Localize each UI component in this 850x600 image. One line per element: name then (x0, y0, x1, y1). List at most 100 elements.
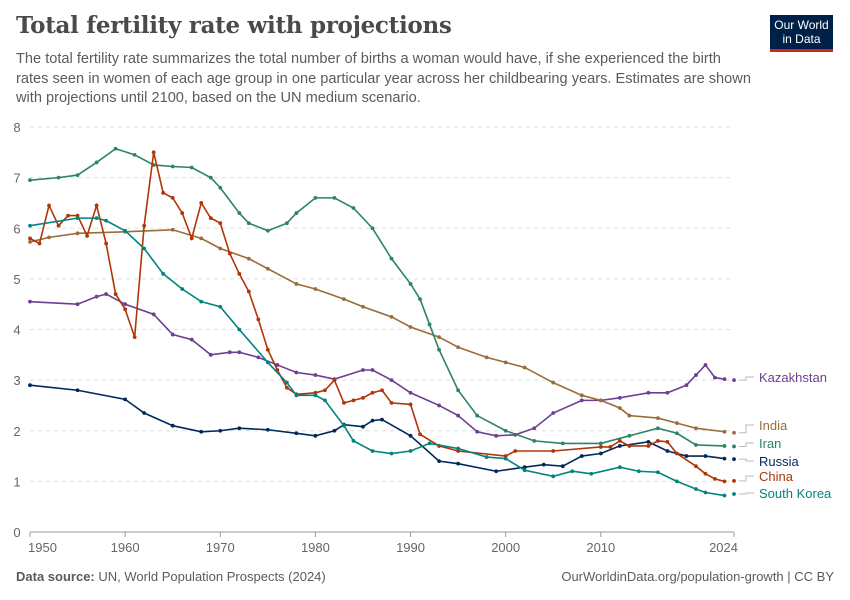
data-point-kazakhstan (732, 378, 736, 383)
data-point-russia (579, 454, 584, 458)
data-point-iran (246, 221, 251, 226)
data-point-china (608, 445, 613, 449)
data-point-china (351, 398, 356, 403)
data-point-kazakhstan (189, 337, 194, 342)
data-point-china (408, 402, 413, 407)
data-point-russia (313, 433, 318, 438)
data-point-iran (218, 185, 223, 190)
source-text[interactable]: UN, World Population Prospects (2024) (98, 569, 326, 584)
data-point-china (208, 216, 213, 221)
data-point-china (199, 201, 204, 205)
data-point-iran (351, 206, 356, 210)
data-point-china (627, 444, 632, 448)
data-point-iran (265, 228, 270, 233)
data-point-india (199, 236, 204, 241)
data-point-iran (722, 444, 727, 448)
data-point-kazakhstan (313, 373, 318, 377)
data-point-south-korea (570, 469, 575, 474)
data-point-china (646, 444, 651, 448)
data-point-russia (560, 464, 565, 469)
data-point-india (218, 246, 223, 251)
series-line-kazakhstan (29, 293, 725, 437)
data-point-china (37, 241, 42, 246)
label-leader-india (739, 424, 754, 434)
series-label-south-korea: South Korea (759, 486, 832, 501)
data-point-russia (380, 417, 384, 422)
data-point-china (132, 335, 137, 339)
data-point-kazakhstan (208, 352, 213, 357)
data-point-iran (170, 164, 175, 169)
data-point-india (675, 421, 679, 426)
data-point-china (161, 190, 166, 195)
data-point-iran (456, 388, 461, 393)
data-point-iran (694, 443, 698, 447)
x-tick-label: 2024 (709, 540, 738, 555)
data-point-iran (284, 221, 289, 226)
data-point-south-korea (161, 271, 166, 276)
data-point-china (113, 292, 118, 296)
data-point-kazakhstan (494, 433, 499, 438)
y-tick-label: 7 (13, 171, 20, 186)
data-point-kazakhstan (713, 375, 717, 380)
data-point-russia (732, 457, 736, 461)
data-point-kazakhstan (227, 350, 232, 355)
data-point-china (418, 432, 422, 437)
data-point-south-korea (636, 469, 641, 474)
y-tick-label: 1 (13, 474, 20, 489)
data-source: Data source: UN, World Population Prospe… (16, 569, 326, 584)
data-point-china (655, 438, 660, 443)
y-tick-label: 2 (13, 424, 20, 439)
data-point-iran (389, 256, 394, 261)
data-point-china (722, 479, 727, 484)
data-point-russia (522, 465, 527, 470)
data-point-iran (418, 297, 422, 302)
data-point-china (94, 203, 99, 208)
data-point-south-korea (456, 446, 461, 451)
data-point-india (732, 430, 736, 435)
data-point-iran (113, 146, 118, 151)
data-point-south-korea (389, 451, 394, 456)
chart-subtitle: The total fertility rate summarizes the … (16, 51, 751, 106)
data-point-china (180, 211, 185, 215)
x-tick-label: 1970 (206, 540, 235, 555)
data-point-south-korea (484, 455, 489, 459)
source-label: Data source: (16, 569, 95, 584)
x-tick-label: 1960 (111, 540, 140, 555)
data-point-india (170, 227, 175, 232)
series-line-india (29, 228, 725, 433)
data-point-russia (199, 429, 204, 434)
data-point-iran (237, 211, 242, 215)
data-point-russia (617, 444, 622, 448)
y-tick-label: 3 (13, 373, 20, 388)
data-point-russia (437, 459, 441, 464)
data-point-russia (123, 397, 128, 402)
series-label-iran: Iran (759, 436, 781, 451)
data-point-india (342, 297, 346, 302)
data-point-kazakhstan (361, 368, 365, 372)
data-point-south-korea (313, 393, 318, 398)
data-point-south-korea (75, 216, 80, 221)
data-point-kazakhstan (437, 403, 441, 408)
series-line-south-korea (29, 217, 725, 497)
data-point-kazakhstan (294, 370, 299, 375)
data-point-russia (28, 383, 32, 388)
data-point-russia (598, 451, 603, 456)
credit-link[interactable]: OurWorldinData.org/population-growth | C… (561, 569, 834, 584)
data-point-china (56, 223, 61, 228)
data-point-china (370, 390, 375, 395)
data-point-south-korea (180, 287, 185, 291)
data-point-russia (361, 424, 365, 429)
data-point-kazakhstan (256, 355, 261, 360)
data-point-china (703, 471, 708, 476)
data-point-india (28, 240, 32, 244)
data-point-south-korea (675, 479, 679, 484)
series-label-kazakhstan: Kazakhstan (759, 370, 827, 385)
label-leader-iran (739, 442, 754, 447)
data-point-china (284, 385, 289, 390)
data-point-kazakhstan (684, 383, 689, 388)
data-point-russia (370, 418, 375, 423)
data-point-china (617, 438, 622, 443)
data-point-india (408, 325, 413, 329)
owid-logo[interactable]: Our World in Data (770, 15, 833, 52)
